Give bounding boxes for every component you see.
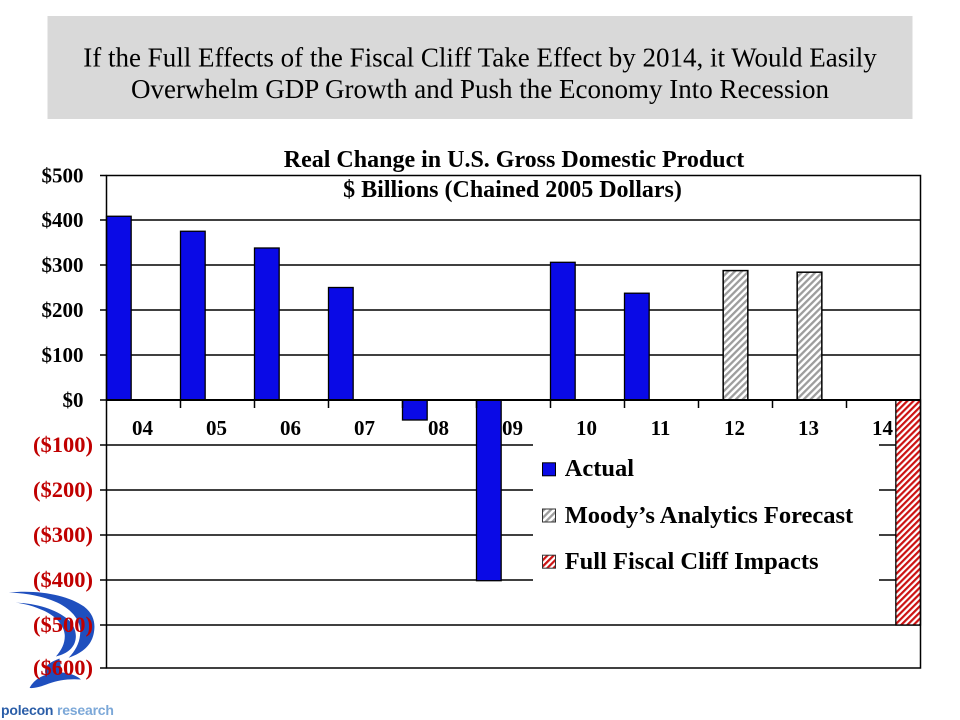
svg-text:04: 04 bbox=[132, 416, 154, 440]
svg-text:05: 05 bbox=[206, 416, 227, 440]
svg-text:Actual: Actual bbox=[565, 455, 635, 482]
svg-text:polecon research: polecon research bbox=[1, 702, 114, 718]
svg-text:($200): ($200) bbox=[33, 477, 93, 502]
svg-text:07: 07 bbox=[354, 416, 375, 440]
svg-text:($100): ($100) bbox=[33, 432, 93, 457]
svg-text:10: 10 bbox=[576, 416, 597, 440]
svg-text:$0: $0 bbox=[63, 388, 84, 412]
svg-text:06: 06 bbox=[280, 416, 301, 440]
svg-text:Full Fiscal Cliff Impacts: Full Fiscal Cliff Impacts bbox=[565, 548, 819, 575]
svg-text:Overwhelm GDP Growth and Push: Overwhelm GDP Growth and Push the Econom… bbox=[131, 74, 829, 104]
svg-text:$200: $200 bbox=[42, 298, 84, 322]
svg-text:Moody’s Analytics Forecast: Moody’s Analytics Forecast bbox=[565, 502, 854, 529]
svg-text:11: 11 bbox=[651, 416, 671, 440]
svg-text:($300): ($300) bbox=[33, 522, 93, 547]
svg-text:Real Change in U.S. Gross Dome: Real Change in U.S. Gross Domestic Produ… bbox=[284, 147, 744, 173]
svg-text:$400: $400 bbox=[42, 208, 84, 232]
svg-text:14: 14 bbox=[872, 416, 894, 440]
svg-text:$ Billions (Chained 2005 Dolla: $ Billions (Chained 2005 Dollars) bbox=[343, 177, 682, 203]
svg-text:$500: $500 bbox=[42, 164, 84, 188]
svg-text:12: 12 bbox=[724, 416, 745, 440]
svg-text:09: 09 bbox=[502, 416, 523, 440]
svg-text:($600): ($600) bbox=[33, 655, 93, 680]
svg-text:08: 08 bbox=[428, 416, 449, 440]
svg-text:($400): ($400) bbox=[33, 567, 93, 592]
svg-text:$100: $100 bbox=[42, 343, 84, 367]
svg-text:13: 13 bbox=[798, 416, 819, 440]
svg-text:If the Full Effects of the Fis: If the Full Effects of the Fiscal Cliff … bbox=[83, 43, 877, 73]
svg-text:$300: $300 bbox=[42, 253, 84, 277]
svg-text:($500): ($500) bbox=[33, 612, 93, 637]
